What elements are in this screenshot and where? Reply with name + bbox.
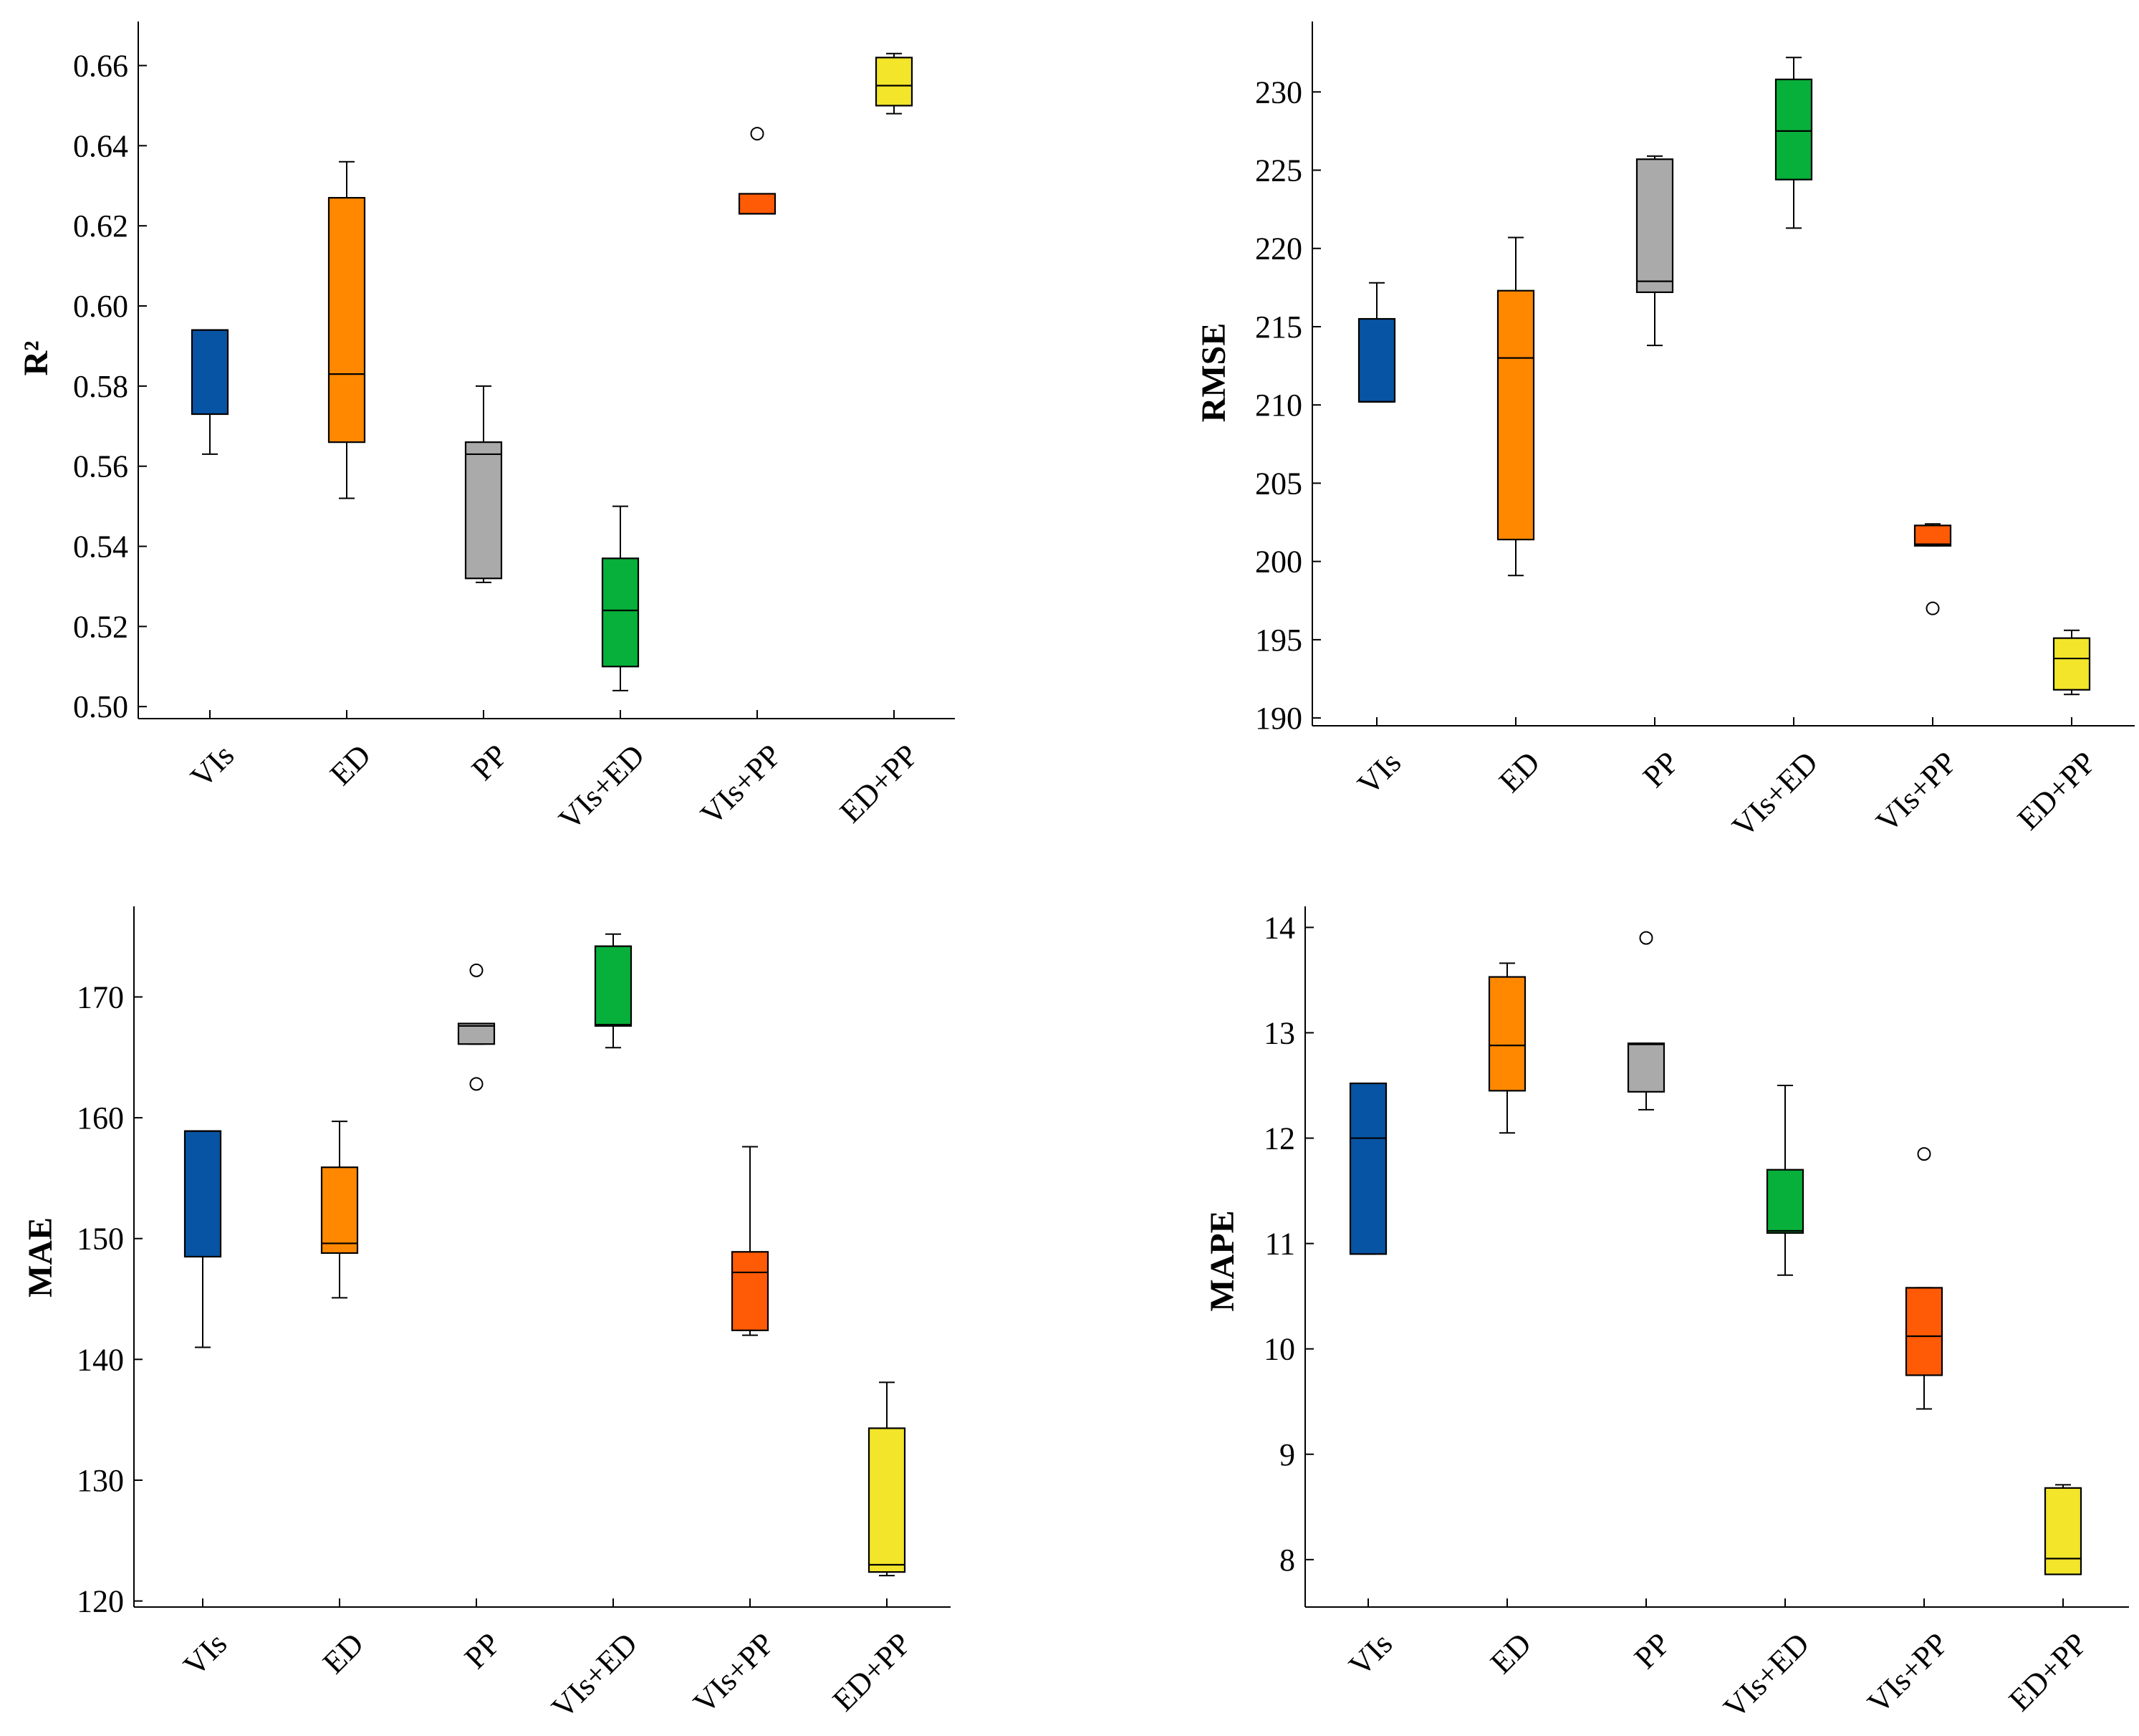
- box-vis-pp: [1913, 524, 1952, 547]
- y-tick-label: 0.62: [73, 208, 128, 244]
- y-tick-label: 10: [1264, 1332, 1295, 1367]
- y-tick-label: 210: [1255, 388, 1302, 423]
- y-tick-label: 13: [1264, 1015, 1295, 1050]
- box-vis-ed: [594, 945, 633, 1027]
- y-tick-label: 220: [1255, 231, 1302, 267]
- outlier-point: [1926, 601, 1940, 615]
- box-vis-pp: [1905, 1287, 1943, 1376]
- y-tick-label: 130: [77, 1463, 124, 1498]
- outlier-point: [1917, 1147, 1931, 1161]
- box-ed-pp: [875, 57, 913, 107]
- y-axis-title: RMSE: [1195, 323, 1233, 423]
- box-ed: [1488, 976, 1527, 1092]
- y-tick-label: 14: [1264, 910, 1295, 945]
- y-axis-title: MAE: [21, 1217, 59, 1298]
- y-tick-label: 12: [1264, 1121, 1295, 1156]
- y-tick-label: 0.58: [73, 369, 128, 404]
- box-vis-ed: [1766, 1169, 1804, 1234]
- box-vis: [1349, 1082, 1388, 1255]
- y-tick-label: 225: [1255, 153, 1302, 188]
- y-tick-label: 190: [1255, 701, 1302, 736]
- outlier-point: [469, 1077, 484, 1091]
- y-tick-label: 8: [1279, 1543, 1295, 1578]
- y-tick-label: 170: [77, 979, 124, 1015]
- y-tick-label: 0.60: [73, 289, 128, 324]
- y-tick-label: 0.64: [73, 128, 128, 163]
- y-tick-label: 9: [1279, 1437, 1295, 1472]
- y-tick-label: 200: [1255, 545, 1302, 580]
- y-tick-label: 140: [77, 1342, 124, 1377]
- outlier-point: [1639, 931, 1653, 945]
- box-ed: [1496, 289, 1535, 541]
- y-axis-title: MAPE: [1203, 1210, 1241, 1311]
- box-ed: [327, 196, 366, 443]
- box-vis-pp: [731, 1251, 769, 1331]
- box-pp: [457, 1022, 496, 1045]
- y-tick-label: 0.52: [73, 609, 128, 644]
- outlier-point: [469, 963, 484, 977]
- outlier-point: [750, 127, 764, 141]
- y-axis-title: R²: [17, 340, 55, 375]
- y-tick-label: 195: [1255, 623, 1302, 658]
- y-tick-label: 11: [1265, 1227, 1295, 1262]
- box-vis-pp: [738, 193, 777, 215]
- box-pp: [1635, 158, 1674, 294]
- box-vis: [183, 1130, 222, 1258]
- y-tick-label: 205: [1255, 466, 1302, 501]
- box-ed-pp: [2044, 1487, 2082, 1576]
- y-tick-label: 120: [77, 1584, 124, 1619]
- y-tick-label: 0.56: [73, 449, 128, 484]
- box-vis: [1357, 317, 1396, 403]
- y-tick-label: 230: [1255, 75, 1302, 110]
- box-ed: [320, 1166, 359, 1255]
- box-vis-ed: [1774, 78, 1813, 181]
- box-pp: [1627, 1042, 1665, 1093]
- y-tick-label: 215: [1255, 310, 1302, 345]
- y-tick-label: 150: [77, 1222, 124, 1257]
- box-pp: [464, 441, 503, 580]
- y-tick-label: 160: [77, 1100, 124, 1136]
- y-tick-label: 0.66: [73, 49, 128, 84]
- y-tick-label: 0.50: [73, 689, 128, 724]
- box-ed-pp: [2052, 637, 2091, 691]
- box-ed-pp: [867, 1427, 906, 1573]
- box-vis-ed: [601, 557, 640, 668]
- y-tick-label: 0.54: [73, 529, 128, 565]
- box-vis: [191, 329, 229, 416]
